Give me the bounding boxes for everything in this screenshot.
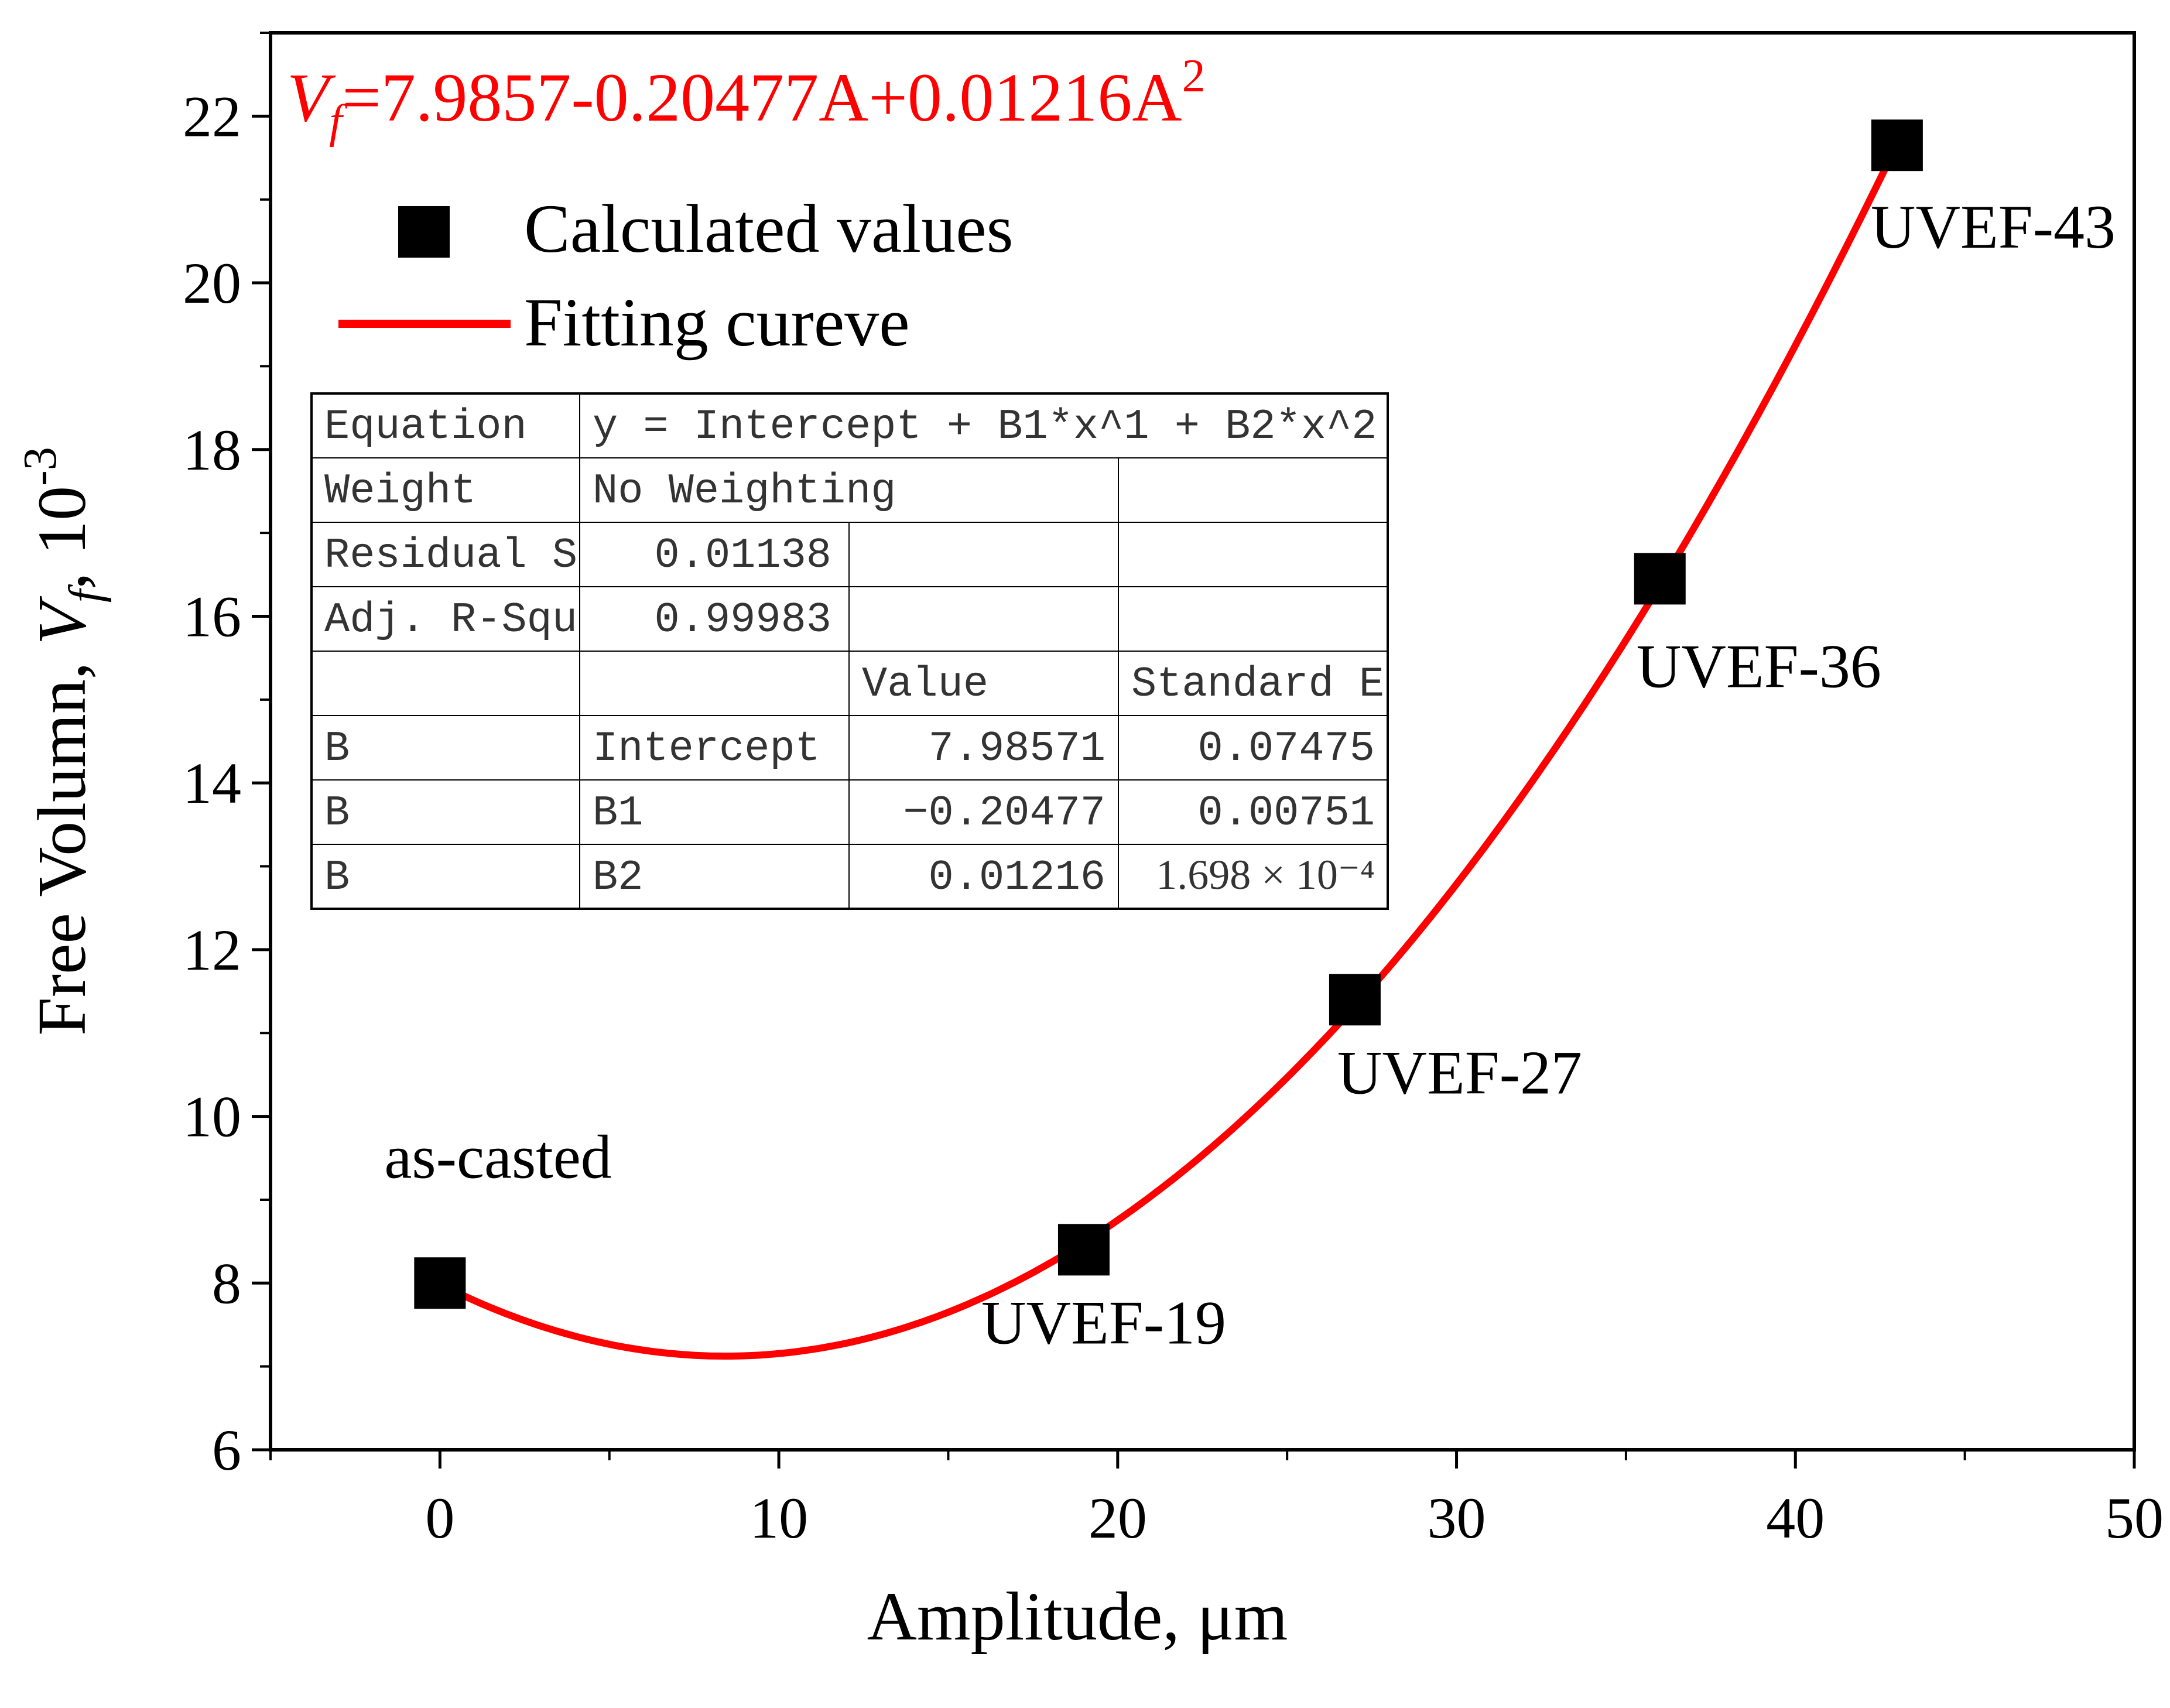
y-axis-label: Free Volumn, Vf, 10-3 [15, 447, 112, 1036]
point-labels: as-casted UVEF-19 UVEF-27 UVEF-36 UVEF-43 [384, 193, 2116, 1357]
data-point-label: UVEF-36 [1637, 632, 1881, 700]
table-cell: Intercept [593, 725, 820, 773]
data-point-label: as-casted [384, 1122, 611, 1191]
table-cell: 0.01138 [655, 532, 831, 580]
table-cell: 0.07475 [1198, 725, 1375, 773]
data-point-marker [1329, 974, 1381, 1026]
legend: Calculated values Fitting cureve [338, 190, 1014, 361]
legend-label-calculated: Calculated values [524, 190, 1014, 267]
table-cell: −0.20477 [903, 789, 1105, 837]
x-tick-label: 20 [1089, 1485, 1147, 1550]
x-tick-label: 0 [425, 1485, 454, 1550]
table-cell: B1 [593, 789, 643, 837]
table-cell: Weight [324, 467, 476, 515]
table-cell: B2 [593, 854, 643, 902]
table-cell: B [324, 725, 350, 773]
table-cell: Equation [324, 403, 527, 451]
y-tick-label: 16 [183, 584, 241, 649]
fit-results-table: Equation y = Intercept + B1*x^1 + B2*x^2 W… [310, 392, 1389, 910]
axis-ticks: 0 10 20 30 40 50 6 8 10 12 14 16 18 20 22 [183, 32, 2164, 1550]
y-tick-label: 22 [183, 84, 241, 149]
table-cell: Standard E [1131, 660, 1384, 708]
fit-equation: Vf=7.9857-0.20477A+0.01216A2 [287, 50, 1206, 148]
y-tick-label: 10 [183, 1084, 241, 1149]
legend-marker-square [398, 206, 450, 258]
table-cell: y = Intercept + B1*x^1 + B2*x^2 [593, 403, 1377, 451]
plot-frame [269, 31, 2136, 1452]
y-tick-label: 12 [183, 918, 241, 983]
table-cell: No Weighting [593, 467, 896, 515]
table-cell: 0.99983 [655, 596, 831, 644]
y-tick-label: 6 [212, 1418, 241, 1483]
data-point-label: UVEF-43 [1871, 193, 2116, 261]
data-markers [414, 119, 1923, 1309]
x-tick-label: 30 [1428, 1485, 1486, 1550]
table-cell: 0.00751 [1198, 789, 1375, 837]
data-point-marker [1057, 1224, 1110, 1276]
table-cell: B [324, 789, 350, 837]
data-point-marker [414, 1257, 466, 1309]
table-cell: 1.698 × 10⁻⁴ [1156, 851, 1375, 898]
table-cell: Residual S [324, 532, 577, 580]
data-point-marker [1871, 119, 1923, 172]
table-cell: B [324, 854, 350, 902]
x-tick-label: 40 [1766, 1485, 1825, 1550]
data-point-marker [1634, 553, 1686, 605]
data-point-label: UVEF-19 [981, 1288, 1226, 1357]
y-tick-label: 14 [183, 751, 241, 816]
y-tick-label: 18 [183, 417, 241, 482]
y-tick-label: 20 [183, 251, 241, 316]
table-cell: Value [862, 660, 988, 708]
x-tick-label: 10 [749, 1485, 808, 1550]
table-cell: 0.01216 [929, 854, 1105, 902]
y-tick-label: 8 [212, 1251, 241, 1316]
legend-label-fitting: Fitting cureve [524, 284, 910, 361]
x-tick-label: 50 [2105, 1485, 2164, 1550]
x-axis-label: Amplitude, μm [867, 1578, 1288, 1655]
data-point-label: UVEF-27 [1337, 1038, 1582, 1107]
table-cell: 7.98571 [929, 725, 1105, 773]
table-cell: Adj. R-Squ [324, 596, 577, 644]
